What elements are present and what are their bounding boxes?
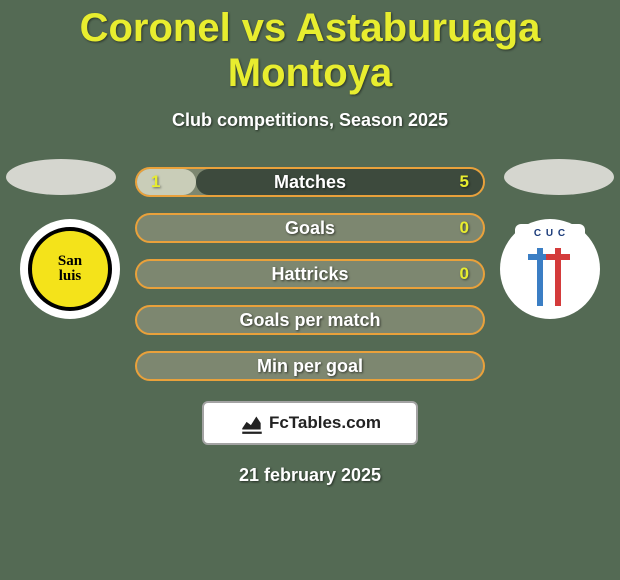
sanluis-crest: Sanluis <box>28 227 112 311</box>
stat-label: Matches <box>274 172 346 193</box>
footer-brand-text: FcTables.com <box>269 413 381 433</box>
stat-value-right: 5 <box>460 172 469 192</box>
stat-value-left: 1 <box>151 172 160 192</box>
footer-brand-badge: FcTables.com <box>202 401 418 445</box>
uc-crest: C U C <box>515 224 585 314</box>
stat-row: Goals per match <box>135 305 485 335</box>
title: Coronel vs Astaburuaga Montoya <box>0 0 620 96</box>
stat-label: Min per goal <box>257 356 363 377</box>
comparison-infographic: Coronel vs Astaburuaga Montoya Club comp… <box>0 0 620 580</box>
chart-icon <box>239 410 265 436</box>
stat-row: Hattricks 0 <box>135 259 485 289</box>
stat-row: 1 Matches 5 <box>135 167 485 197</box>
club-logo-right: C U C <box>500 219 600 319</box>
player-badge-left <box>6 159 116 195</box>
stat-row: Goals 0 <box>135 213 485 243</box>
content-area: Sanluis C U C 1Matches5Goals0Hattricks0G… <box>0 167 620 486</box>
stat-value-right: 0 <box>460 218 469 238</box>
stat-label: Hattricks <box>271 264 348 285</box>
player-badge-right <box>504 159 614 195</box>
club-logo-left: Sanluis <box>20 219 120 319</box>
subtitle: Club competitions, Season 2025 <box>0 110 620 131</box>
date-text: 21 february 2025 <box>0 465 620 486</box>
stats-list: 1 Matches 5 Goals 0 Hattricks 0 Goals per match… <box>135 167 485 381</box>
stat-label: Goals per match <box>239 310 380 331</box>
stat-row: Min per goal <box>135 351 485 381</box>
stat-value-right: 0 <box>460 264 469 284</box>
stat-fill-left <box>137 169 196 195</box>
stat-label: Goals <box>285 218 335 239</box>
